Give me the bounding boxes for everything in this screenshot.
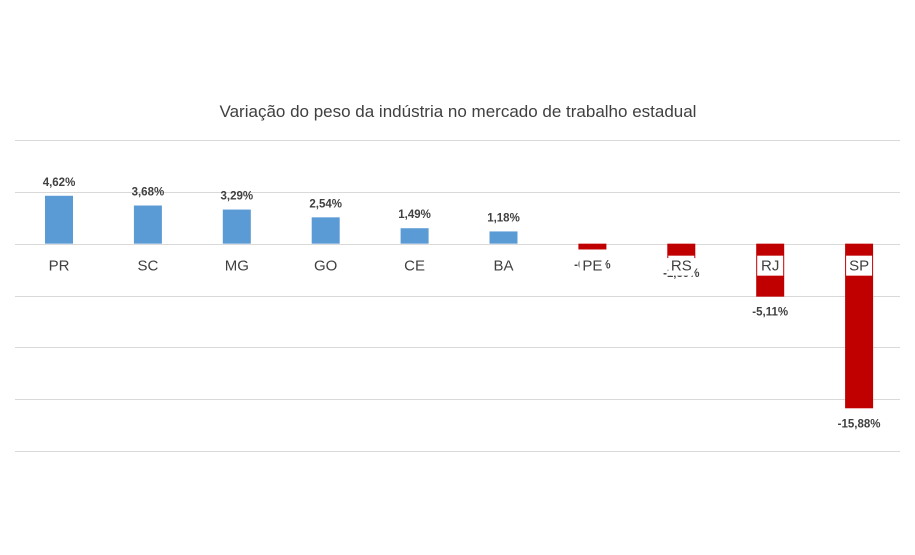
category-label-bg xyxy=(668,255,695,276)
category-label: SC xyxy=(137,258,158,275)
bar-go xyxy=(311,217,340,244)
category-label-bg xyxy=(223,255,250,276)
category-label: RJ xyxy=(761,258,779,275)
bars xyxy=(45,195,874,409)
bar-pe xyxy=(578,243,607,250)
data-label: 1,49% xyxy=(398,209,431,221)
data-label: 3,68% xyxy=(132,187,165,199)
bar-ba xyxy=(489,231,518,244)
category-label-bg xyxy=(579,255,606,276)
category-label-bg xyxy=(401,255,428,276)
bar-pr xyxy=(45,195,73,244)
category-label: SP xyxy=(849,258,869,275)
data-label: -15,88% xyxy=(838,418,881,430)
category-label-bg xyxy=(46,255,72,276)
data-label: 2,54% xyxy=(309,198,342,210)
gridlines xyxy=(15,140,900,452)
data-label: 1,18% xyxy=(487,212,520,224)
category-label: MG xyxy=(225,258,249,275)
category-label-bg xyxy=(490,255,517,276)
category-label-bg xyxy=(757,255,784,276)
data-label: 3,29% xyxy=(220,191,253,203)
category-label-bg xyxy=(846,255,873,276)
category-label: BA xyxy=(493,258,513,275)
category-label-bg xyxy=(134,255,161,276)
chart-title: Variação do peso da indústria no mercado… xyxy=(220,102,697,121)
bar-ce xyxy=(400,228,429,244)
category-label: PE xyxy=(582,258,602,275)
category-label: CE xyxy=(404,258,425,275)
category-label-bg xyxy=(312,255,339,276)
category-label: GO xyxy=(314,258,337,275)
data-label: -5,11% xyxy=(752,307,788,319)
labels: 4,62% PR 3,68% SC 3,29% MG 2,54% GO 1,49% CE 1,18%… xyxy=(43,177,881,431)
bar-mg xyxy=(222,209,251,244)
category-label: RS xyxy=(671,258,692,275)
category-label: PR xyxy=(49,258,70,275)
bar-rs xyxy=(667,243,696,259)
data-label: 4,62% xyxy=(43,177,76,189)
bar-sc xyxy=(133,205,162,244)
